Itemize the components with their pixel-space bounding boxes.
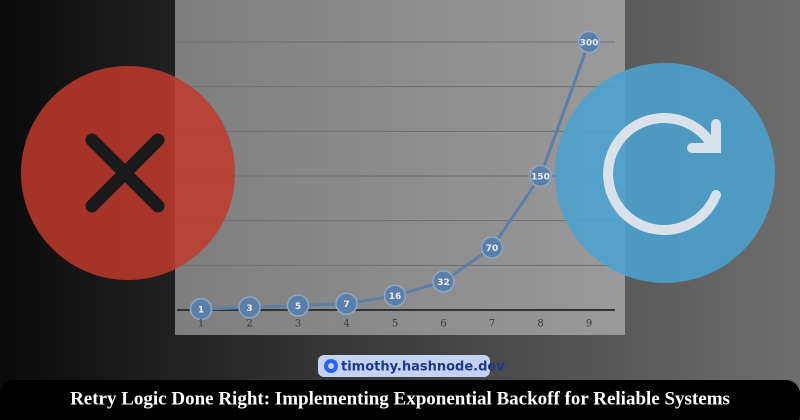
chart-panel [175, 0, 625, 335]
x-tick-label: 7 [489, 319, 495, 330]
retry-circle [555, 63, 775, 283]
x-tick-label: 5 [392, 319, 398, 330]
data-point [286, 294, 310, 317]
x-icon [85, 133, 165, 213]
data-point [383, 284, 407, 307]
x-tick-label: 6 [440, 319, 446, 330]
data-label: 32 [437, 278, 450, 288]
data-label: 16 [389, 292, 402, 302]
badge [318, 355, 490, 377]
x-tick-label: 2 [246, 319, 252, 330]
data-label: 3 [246, 304, 252, 314]
data-label: 300 [580, 39, 599, 49]
data-point [238, 296, 261, 319]
title: Retry Logic Done Right: Implementing Exp… [70, 388, 730, 409]
x-tick-label: 4 [343, 319, 349, 330]
data-label: 150 [531, 173, 550, 183]
title-bar [0, 380, 800, 420]
data-label: 70 [486, 244, 499, 254]
badge-text: timothy.hashnode.dev [341, 360, 505, 375]
badge-icon-hole [328, 363, 334, 369]
data-label: 5 [295, 302, 301, 312]
refresh-icon [603, 113, 721, 235]
data-label: 7 [343, 300, 349, 310]
data-point [189, 297, 213, 321]
data-point [480, 236, 504, 259]
data-point [529, 164, 552, 188]
data-point [335, 292, 358, 315]
data-point [432, 270, 455, 293]
x-tick-label: 3 [295, 319, 301, 330]
x-tick-label: 1 [198, 319, 204, 330]
data-point [577, 30, 601, 54]
x-tick-label: 8 [537, 319, 543, 330]
data-label: 1 [198, 306, 204, 316]
x-tick-label: 9 [586, 319, 592, 330]
